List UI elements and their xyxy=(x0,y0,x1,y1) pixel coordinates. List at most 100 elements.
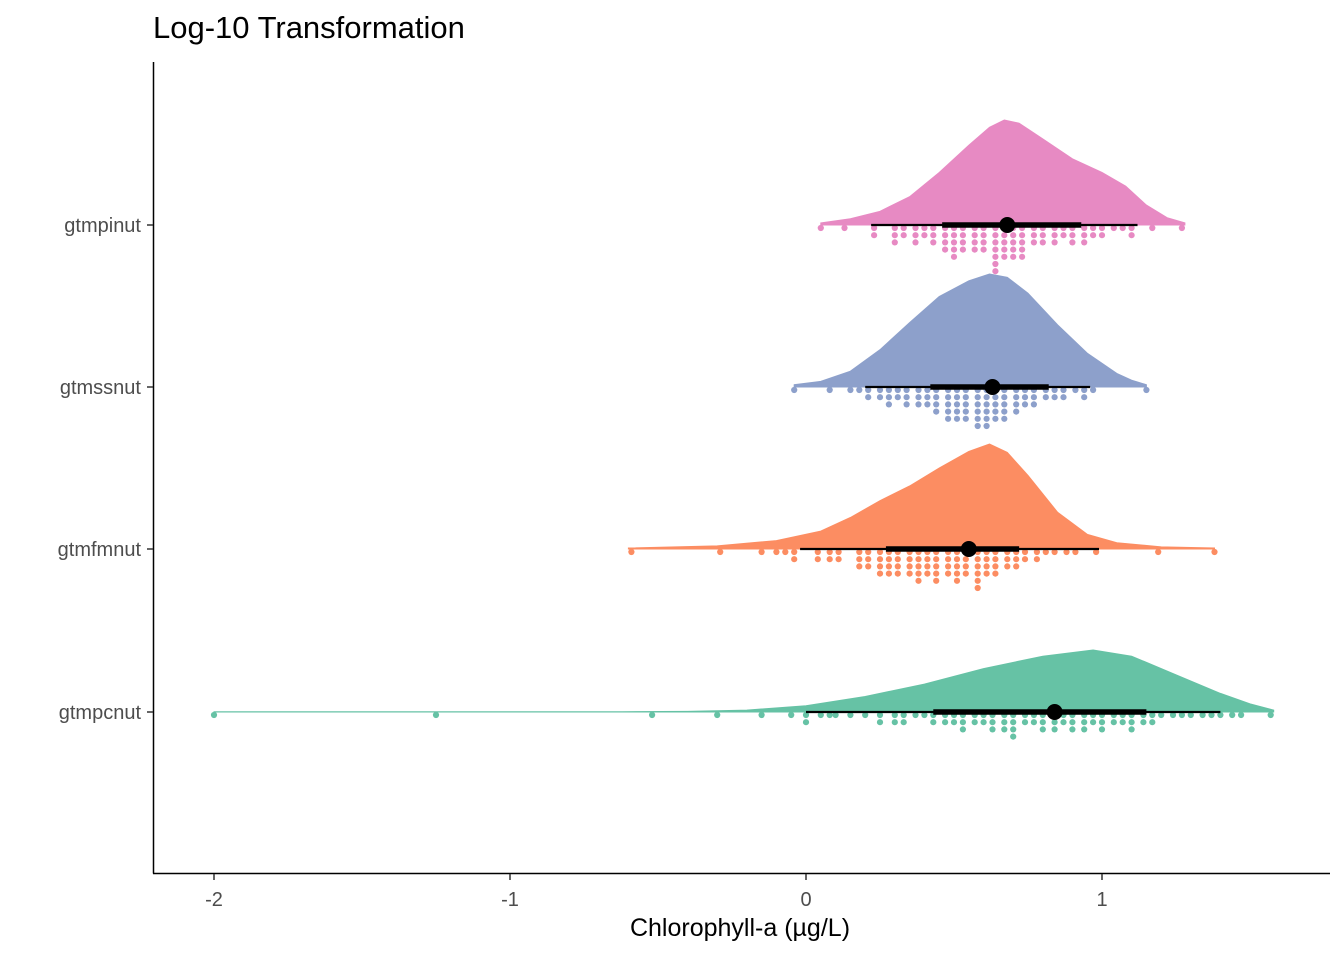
dot-gtmpcnut xyxy=(950,719,958,726)
dot-gtmssnut xyxy=(1013,394,1020,401)
dot-gtmssnut xyxy=(974,401,981,408)
dot-gtmssnut xyxy=(953,408,961,415)
dot-gtmpinut xyxy=(1119,224,1126,232)
dot-gtmfmnut xyxy=(933,570,940,577)
dot-gtmssnut xyxy=(1021,401,1029,408)
dot-gtmfmnut xyxy=(933,577,940,584)
dot-gtmpcnut xyxy=(900,711,907,719)
dot-gtmpcnut xyxy=(921,711,928,719)
dot-gtmssnut xyxy=(876,394,884,401)
interval-layer xyxy=(800,217,1221,720)
x-tick-label: 1 xyxy=(1096,889,1107,911)
dot-gtmpinut xyxy=(980,232,987,239)
dot-gtmpcnut xyxy=(1001,726,1008,733)
dot-gtmpcnut xyxy=(1169,711,1177,719)
dot-gtmfmnut xyxy=(1155,548,1162,556)
median-point-gtmpcnut xyxy=(1046,704,1063,720)
dot-gtmfmnut xyxy=(1051,548,1058,556)
dot-gtmpinut xyxy=(992,268,999,275)
dot-gtmpcnut xyxy=(989,719,996,726)
dot-gtmssnut xyxy=(865,386,872,394)
dot-gtmfmnut xyxy=(717,548,724,556)
dot-gtmpcnut xyxy=(1267,711,1274,719)
dot-gtmpinut xyxy=(950,239,958,246)
dot-gtmpcnut xyxy=(1217,711,1224,719)
dot-gtmfmnut xyxy=(953,570,961,577)
dot-gtmssnut xyxy=(992,408,999,415)
dot-gtmpinut xyxy=(1051,232,1058,239)
dot-gtmpcnut xyxy=(1030,719,1037,726)
dot-gtmssnut xyxy=(1001,408,1008,415)
dot-gtmssnut xyxy=(1090,386,1097,394)
dot-gtmpinut xyxy=(959,232,967,239)
dot-gtmpinut xyxy=(1069,239,1076,246)
dot-gtmssnut xyxy=(945,394,952,401)
dot-gtmfmnut xyxy=(894,570,901,577)
dot-gtmpinut xyxy=(921,232,928,239)
dot-gtmpcnut xyxy=(942,719,949,726)
dot-gtmpinut xyxy=(942,246,949,253)
dot-gtmpinut xyxy=(912,239,919,246)
dot-gtmpcnut xyxy=(1119,719,1126,726)
dot-gtmfmnut xyxy=(983,570,990,577)
dot-gtmfmnut xyxy=(814,556,821,563)
dot-gtmpcnut xyxy=(210,711,218,719)
dot-gtmssnut xyxy=(1051,394,1058,401)
dot-gtmssnut xyxy=(1030,394,1037,401)
dot-gtmfmnut xyxy=(782,548,789,556)
dot-gtmssnut xyxy=(1072,386,1079,394)
dot-gtmpinut xyxy=(1090,232,1097,239)
dot-gtmpcnut xyxy=(1238,711,1245,719)
dot-gtmssnut xyxy=(933,394,940,401)
dot-gtmfmnut xyxy=(953,563,961,570)
dot-gtmpinut xyxy=(1001,239,1008,246)
dot-gtmfmnut xyxy=(835,548,842,556)
dot-gtmpcnut xyxy=(1149,711,1156,719)
dot-gtmfmnut xyxy=(1033,556,1040,563)
dot-gtmpinut xyxy=(1019,239,1026,246)
dot-gtmssnut xyxy=(1081,386,1088,394)
x-axis-label: Chlorophyll-a (µg/L) xyxy=(629,914,851,942)
dot-gtmssnut xyxy=(953,394,961,401)
dot-gtmpinut xyxy=(1019,232,1026,239)
dot-gtmfmnut xyxy=(826,556,833,563)
dot-gtmpinut xyxy=(1039,239,1046,246)
dot-gtmssnut xyxy=(865,394,872,401)
dot-gtmpinut xyxy=(992,239,999,246)
dot-gtmfmnut xyxy=(983,556,990,563)
dot-gtmpcnut xyxy=(714,711,721,719)
dot-gtmfmnut xyxy=(1093,548,1100,556)
dot-gtmpcnut xyxy=(649,711,656,719)
dot-gtmssnut xyxy=(915,386,922,394)
dot-gtmfmnut xyxy=(992,570,999,577)
dot-gtmpcnut xyxy=(1098,726,1106,733)
dot-gtmfmnut xyxy=(962,563,969,570)
dot-gtmpinut xyxy=(1001,246,1008,253)
dot-gtmssnut xyxy=(962,394,969,401)
dot-gtmssnut xyxy=(847,386,854,394)
dot-gtmpcnut xyxy=(1208,711,1215,719)
density-layer xyxy=(213,119,1275,713)
dot-gtmfmnut xyxy=(1063,548,1070,556)
dot-gtmpinut xyxy=(1098,232,1106,239)
dot-gtmpcnut xyxy=(1229,711,1236,719)
dot-gtmssnut xyxy=(974,422,981,430)
dot-gtmssnut xyxy=(894,394,901,401)
dot-gtmfmnut xyxy=(826,548,833,556)
dot-gtmpcnut xyxy=(930,719,937,726)
dot-gtmpinut xyxy=(871,232,878,239)
dot-gtmpinut xyxy=(980,246,987,253)
dot-gtmpinut xyxy=(1001,232,1008,239)
dot-gtmssnut xyxy=(992,401,999,408)
dot-gtmssnut xyxy=(856,386,863,394)
dot-gtmpcnut xyxy=(1069,719,1076,726)
dot-gtmfmnut xyxy=(628,548,635,556)
dot-gtmpcnut xyxy=(802,719,810,726)
dot-gtmfmnut xyxy=(1013,563,1020,570)
dot-gtmssnut xyxy=(1143,386,1150,394)
dot-gtmpcnut xyxy=(971,719,978,726)
dot-gtmssnut xyxy=(945,408,952,415)
dot-gtmpinut xyxy=(1030,239,1037,246)
dot-gtmpinut xyxy=(950,246,958,253)
dot-gtmpcnut xyxy=(1158,711,1165,719)
